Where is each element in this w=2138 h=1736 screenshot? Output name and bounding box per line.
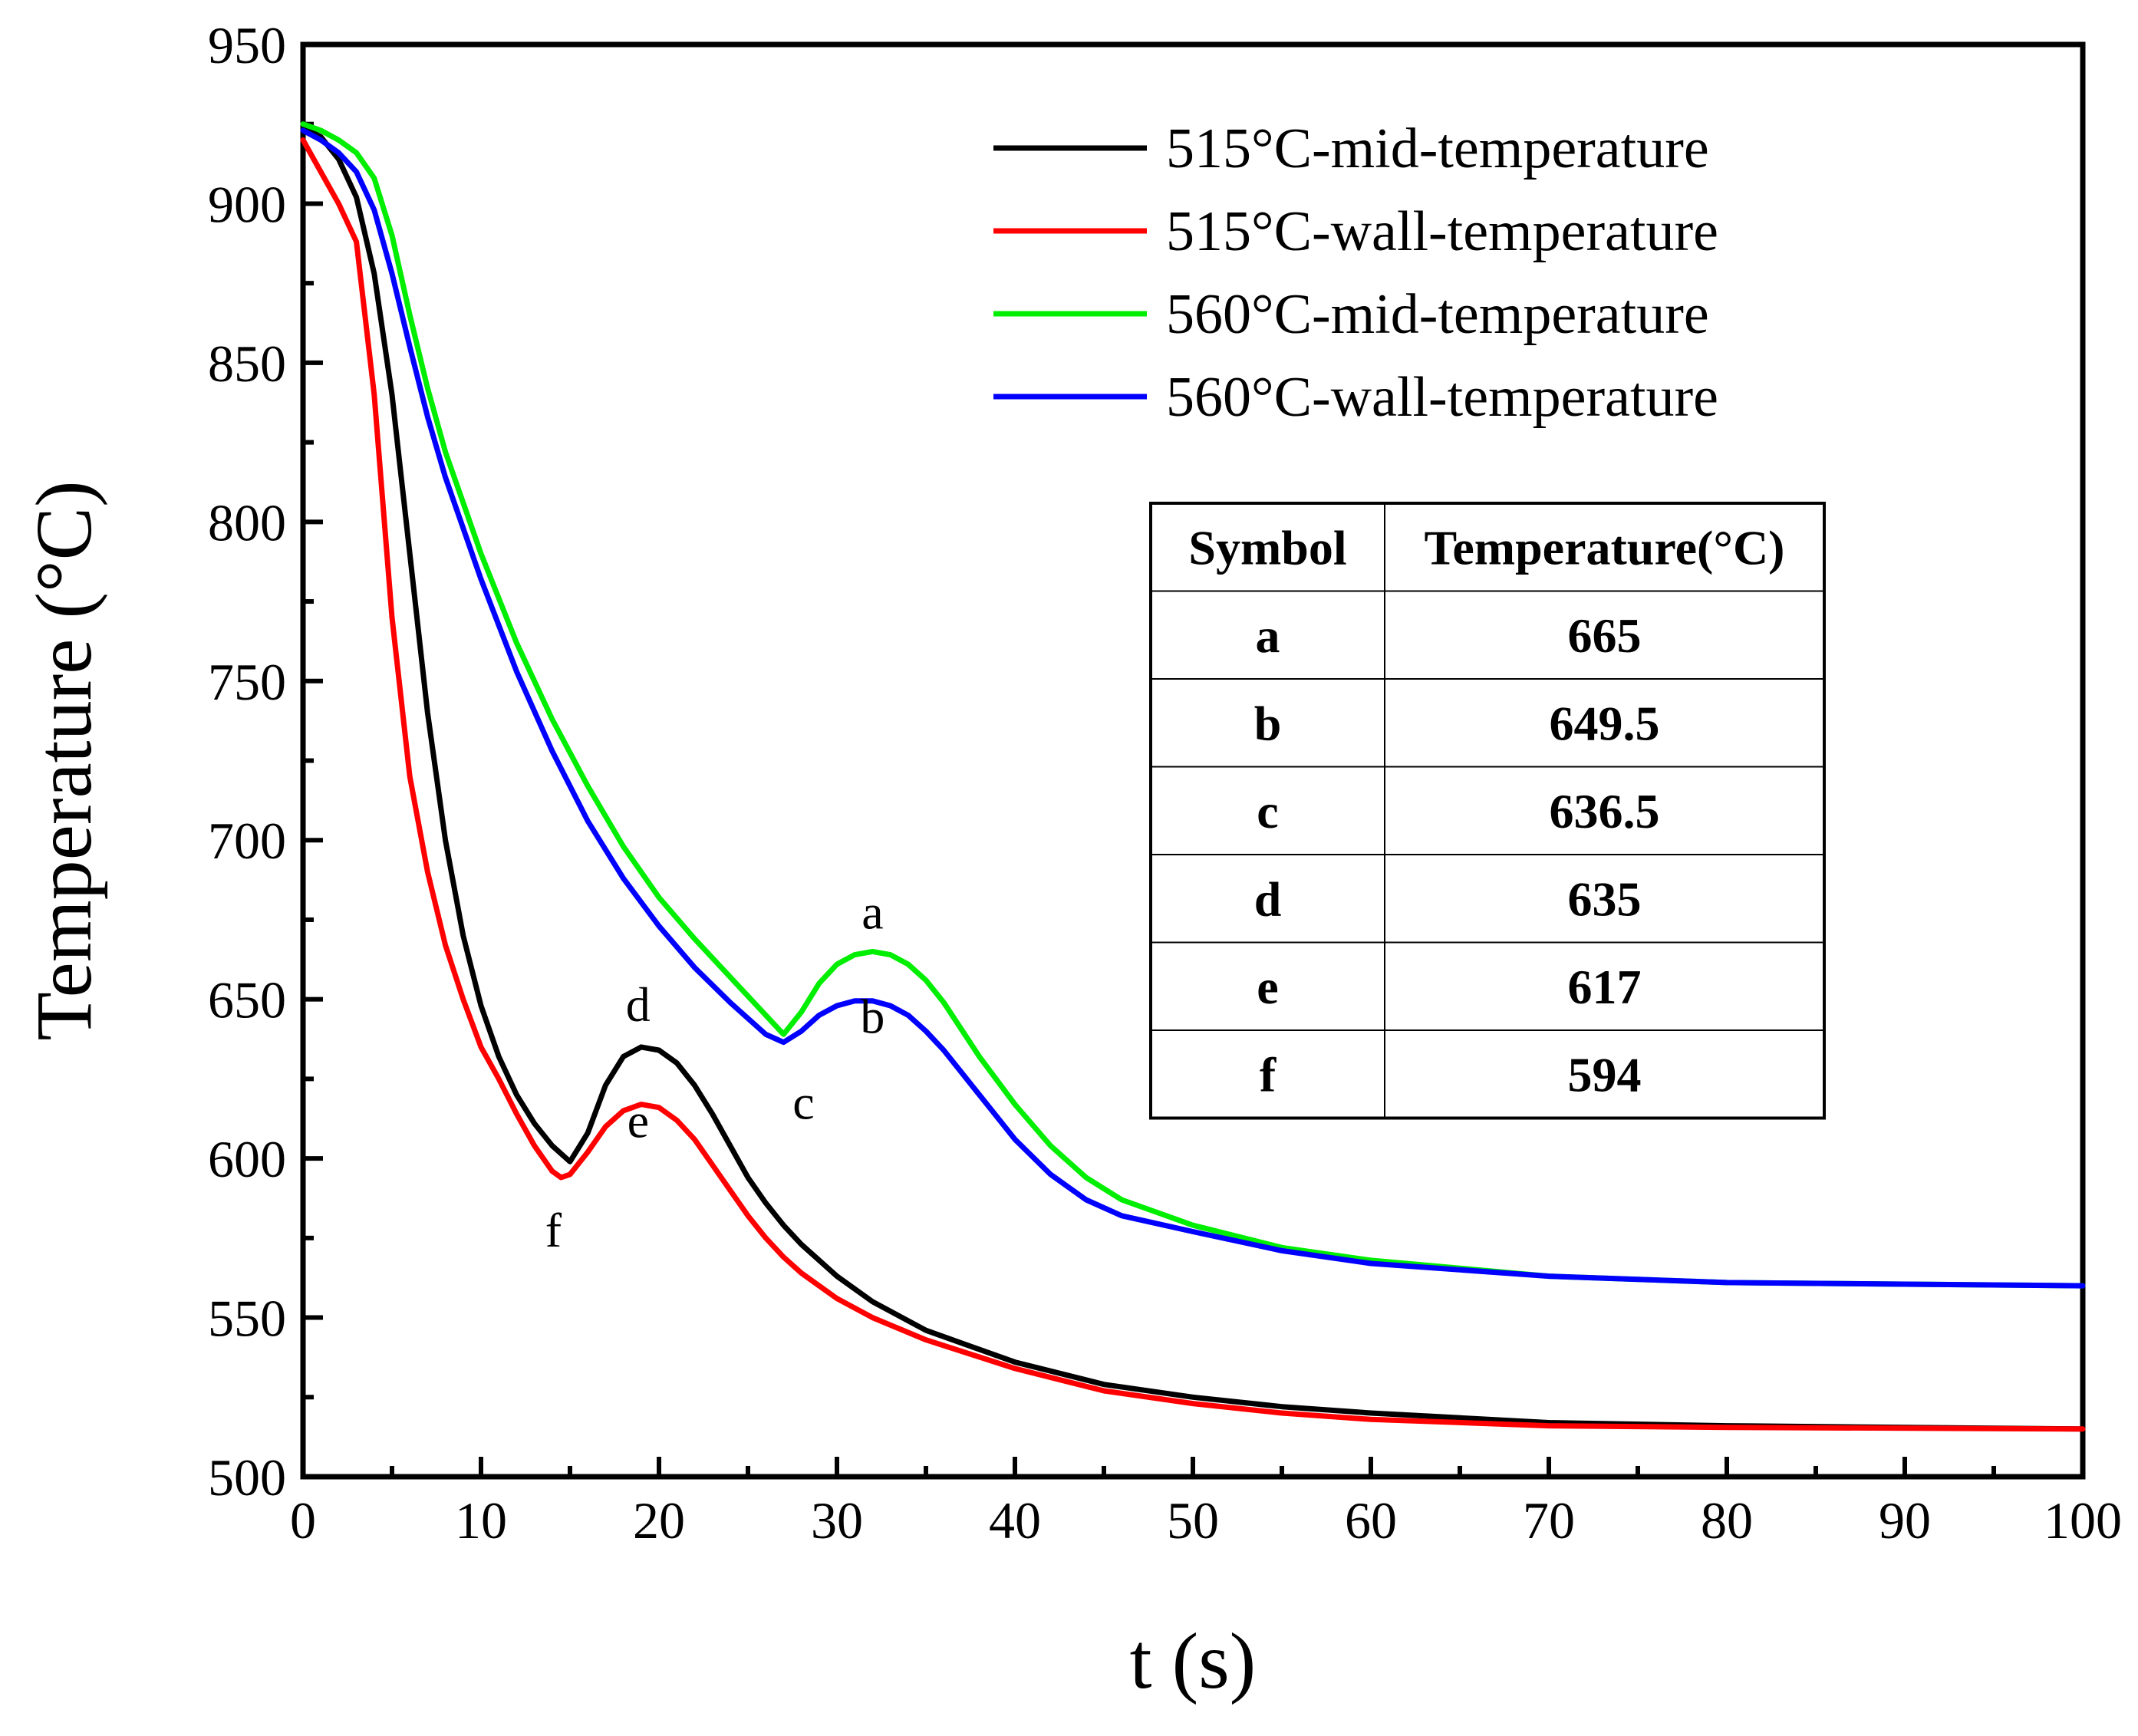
table-cell-symbol: c [1257, 784, 1278, 838]
point-label-f: f [545, 1203, 562, 1257]
table-cell-symbol: f [1260, 1047, 1277, 1102]
table-cell-symbol: e [1257, 960, 1278, 1014]
x-tick-label: 60 [1345, 1491, 1397, 1550]
x-tick-label: 70 [1523, 1491, 1575, 1550]
y-tick-label: 600 [208, 1130, 286, 1188]
table-cell-temperature: 665 [1568, 608, 1642, 663]
x-tick-label: 20 [633, 1491, 685, 1550]
table-cell-temperature: 635 [1568, 871, 1642, 926]
table-cell-temperature: 636.5 [1550, 784, 1660, 838]
y-tick-label: 800 [208, 493, 286, 552]
table-cell-symbol: b [1254, 696, 1282, 750]
table-header-symbol: Symbol [1188, 520, 1346, 575]
legend-label-3: 560°C-mid-temperature [1166, 283, 1709, 346]
y-tick-label: 700 [208, 812, 286, 870]
y-tick-label: 950 [208, 16, 286, 74]
point-label-e: e [628, 1094, 649, 1148]
table-cell-temperature: 649.5 [1550, 696, 1660, 750]
table-cell-symbol: d [1254, 871, 1282, 926]
y-tick-label: 650 [208, 971, 286, 1029]
x-axis-title: t (s) [1130, 1617, 1257, 1705]
y-tick-label: 900 [208, 175, 286, 233]
point-label-b: b [860, 990, 885, 1044]
y-tick-label: 500 [208, 1448, 286, 1507]
x-tick-label: 30 [811, 1491, 863, 1550]
x-tick-label: 0 [290, 1491, 316, 1550]
point-label-a: a [861, 884, 883, 939]
table-cell-temperature: 617 [1568, 960, 1642, 1014]
x-tick-label: 10 [455, 1491, 507, 1550]
x-tick-label: 80 [1701, 1491, 1753, 1550]
series-line-2 [300, 137, 2086, 1432]
y-tick-label: 550 [208, 1290, 286, 1348]
x-tick-label: 50 [1167, 1491, 1219, 1550]
table-header-temperature: Temperature(°C) [1425, 520, 1785, 575]
y-tick-label: 850 [208, 334, 286, 393]
data-table-frame [1149, 502, 1826, 1120]
legend-label-1: 515°C-mid-temperature [1166, 117, 1709, 180]
series-line-3 [300, 121, 2086, 1289]
point-label-c: c [792, 1076, 814, 1130]
legend-label-4: 560°C-wall-temperature [1166, 366, 1718, 429]
x-tick-label: 90 [1879, 1491, 1931, 1550]
y-tick-label: 750 [208, 653, 286, 711]
legend-label-2: 515°C-wall-temperature [1166, 200, 1718, 263]
y-axis-title: Temperature (°C) [20, 480, 108, 1040]
x-tick-label: 40 [989, 1491, 1041, 1550]
table-cell-symbol: a [1256, 608, 1280, 663]
table-cell-temperature: 594 [1568, 1047, 1642, 1102]
series-line-4 [300, 127, 2086, 1289]
x-tick-label: 100 [2044, 1491, 2122, 1550]
series-line-1 [300, 124, 2086, 1432]
point-label-d: d [626, 977, 651, 1032]
